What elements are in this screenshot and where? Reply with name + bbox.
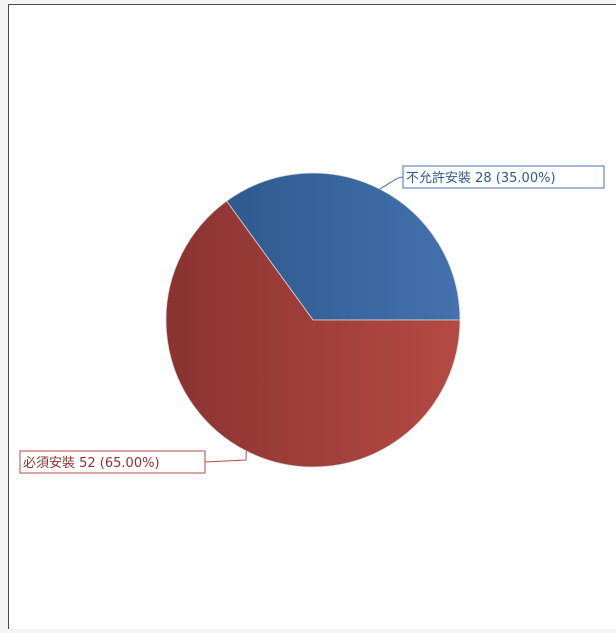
pie-slice-not-allowed [226, 172, 461, 321]
leader-line-not-allowed [379, 176, 404, 190]
data-label-not-allowed: 不允許安裝 28 (35.00%) [406, 170, 556, 186]
pie-slices [165, 172, 461, 468]
leader-line-must-install [204, 450, 247, 463]
data-label-box-not-allowed [402, 165, 605, 189]
data-label-must-install: 必須安裝 52 (65.00%) [23, 456, 160, 471]
data-label-box-must-install [19, 450, 206, 474]
pie-labels: 不允許安裝 28 (35.00%) 必須安裝 52 (65.00%) [19, 165, 605, 474]
